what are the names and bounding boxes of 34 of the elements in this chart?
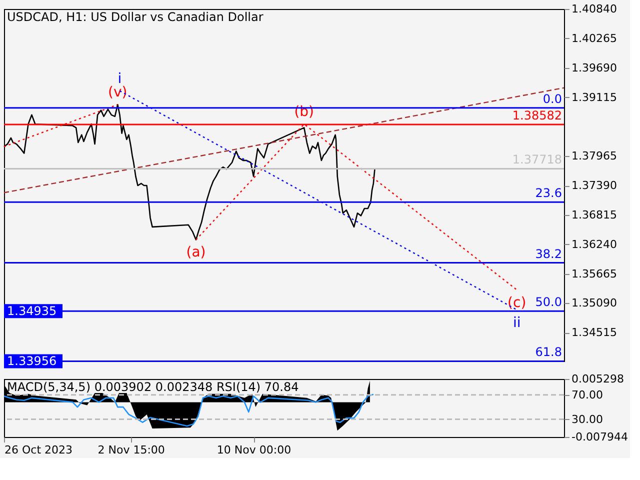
annotation: 50.0 bbox=[535, 295, 562, 310]
y2-tick-label: 30.00 bbox=[572, 412, 603, 426]
y-tick-label: 1.40840 bbox=[572, 2, 617, 16]
annotation: 1.34935 bbox=[7, 304, 57, 318]
data-label: ii bbox=[512, 314, 521, 331]
y-tick-label: 1.36815 bbox=[572, 208, 617, 222]
line-series bbox=[3, 394, 374, 427]
x-tick-label: 10 Nov 00:00 bbox=[216, 444, 292, 456]
y-tick-label: -0.007944 bbox=[572, 430, 628, 444]
y-tick-label: 1.37390 bbox=[572, 179, 617, 192]
data-label: (a) bbox=[186, 244, 206, 261]
y-tick-label: 1.34515 bbox=[572, 326, 617, 340]
x-tick-label: 26 Oct 2023 bbox=[4, 444, 73, 456]
y-tick-label: 1.39115 bbox=[572, 90, 617, 104]
annotation: 0.0 bbox=[542, 92, 562, 106]
ref-line-label: 1.38582 bbox=[512, 108, 562, 123]
y-tick-label: 1.40265 bbox=[572, 32, 617, 45]
annotation: 1.33956 bbox=[7, 354, 57, 368]
y-tick-label: 1.35665 bbox=[572, 267, 617, 280]
y-tick-label: 1.35090 bbox=[572, 296, 617, 310]
chart-title: MACD(5,34,5) 0.003902 0.002348 RSI(14) 70.84 bbox=[7, 380, 299, 394]
chart-title: USDCAD, H1: US Dollar vs Canadian Dollar bbox=[7, 10, 264, 24]
y-tick-label: 1.36240 bbox=[572, 238, 617, 251]
x-tick-label: 2 Nov 15:00 bbox=[98, 444, 165, 456]
data-label: i bbox=[118, 70, 122, 87]
annotation: 23.6 bbox=[535, 186, 562, 200]
data-label: (c) bbox=[508, 294, 526, 311]
data-label: (v) bbox=[108, 84, 128, 101]
annotation: 61.8 bbox=[535, 345, 562, 360]
y-tick-label: 1.39690 bbox=[572, 61, 617, 74]
annotation: 38.2 bbox=[535, 246, 562, 261]
y-tick-label: 1.37965 bbox=[572, 150, 617, 163]
y-tick-label: 0.005298 bbox=[572, 372, 624, 386]
y2-tick-label: 70.00 bbox=[572, 388, 603, 402]
